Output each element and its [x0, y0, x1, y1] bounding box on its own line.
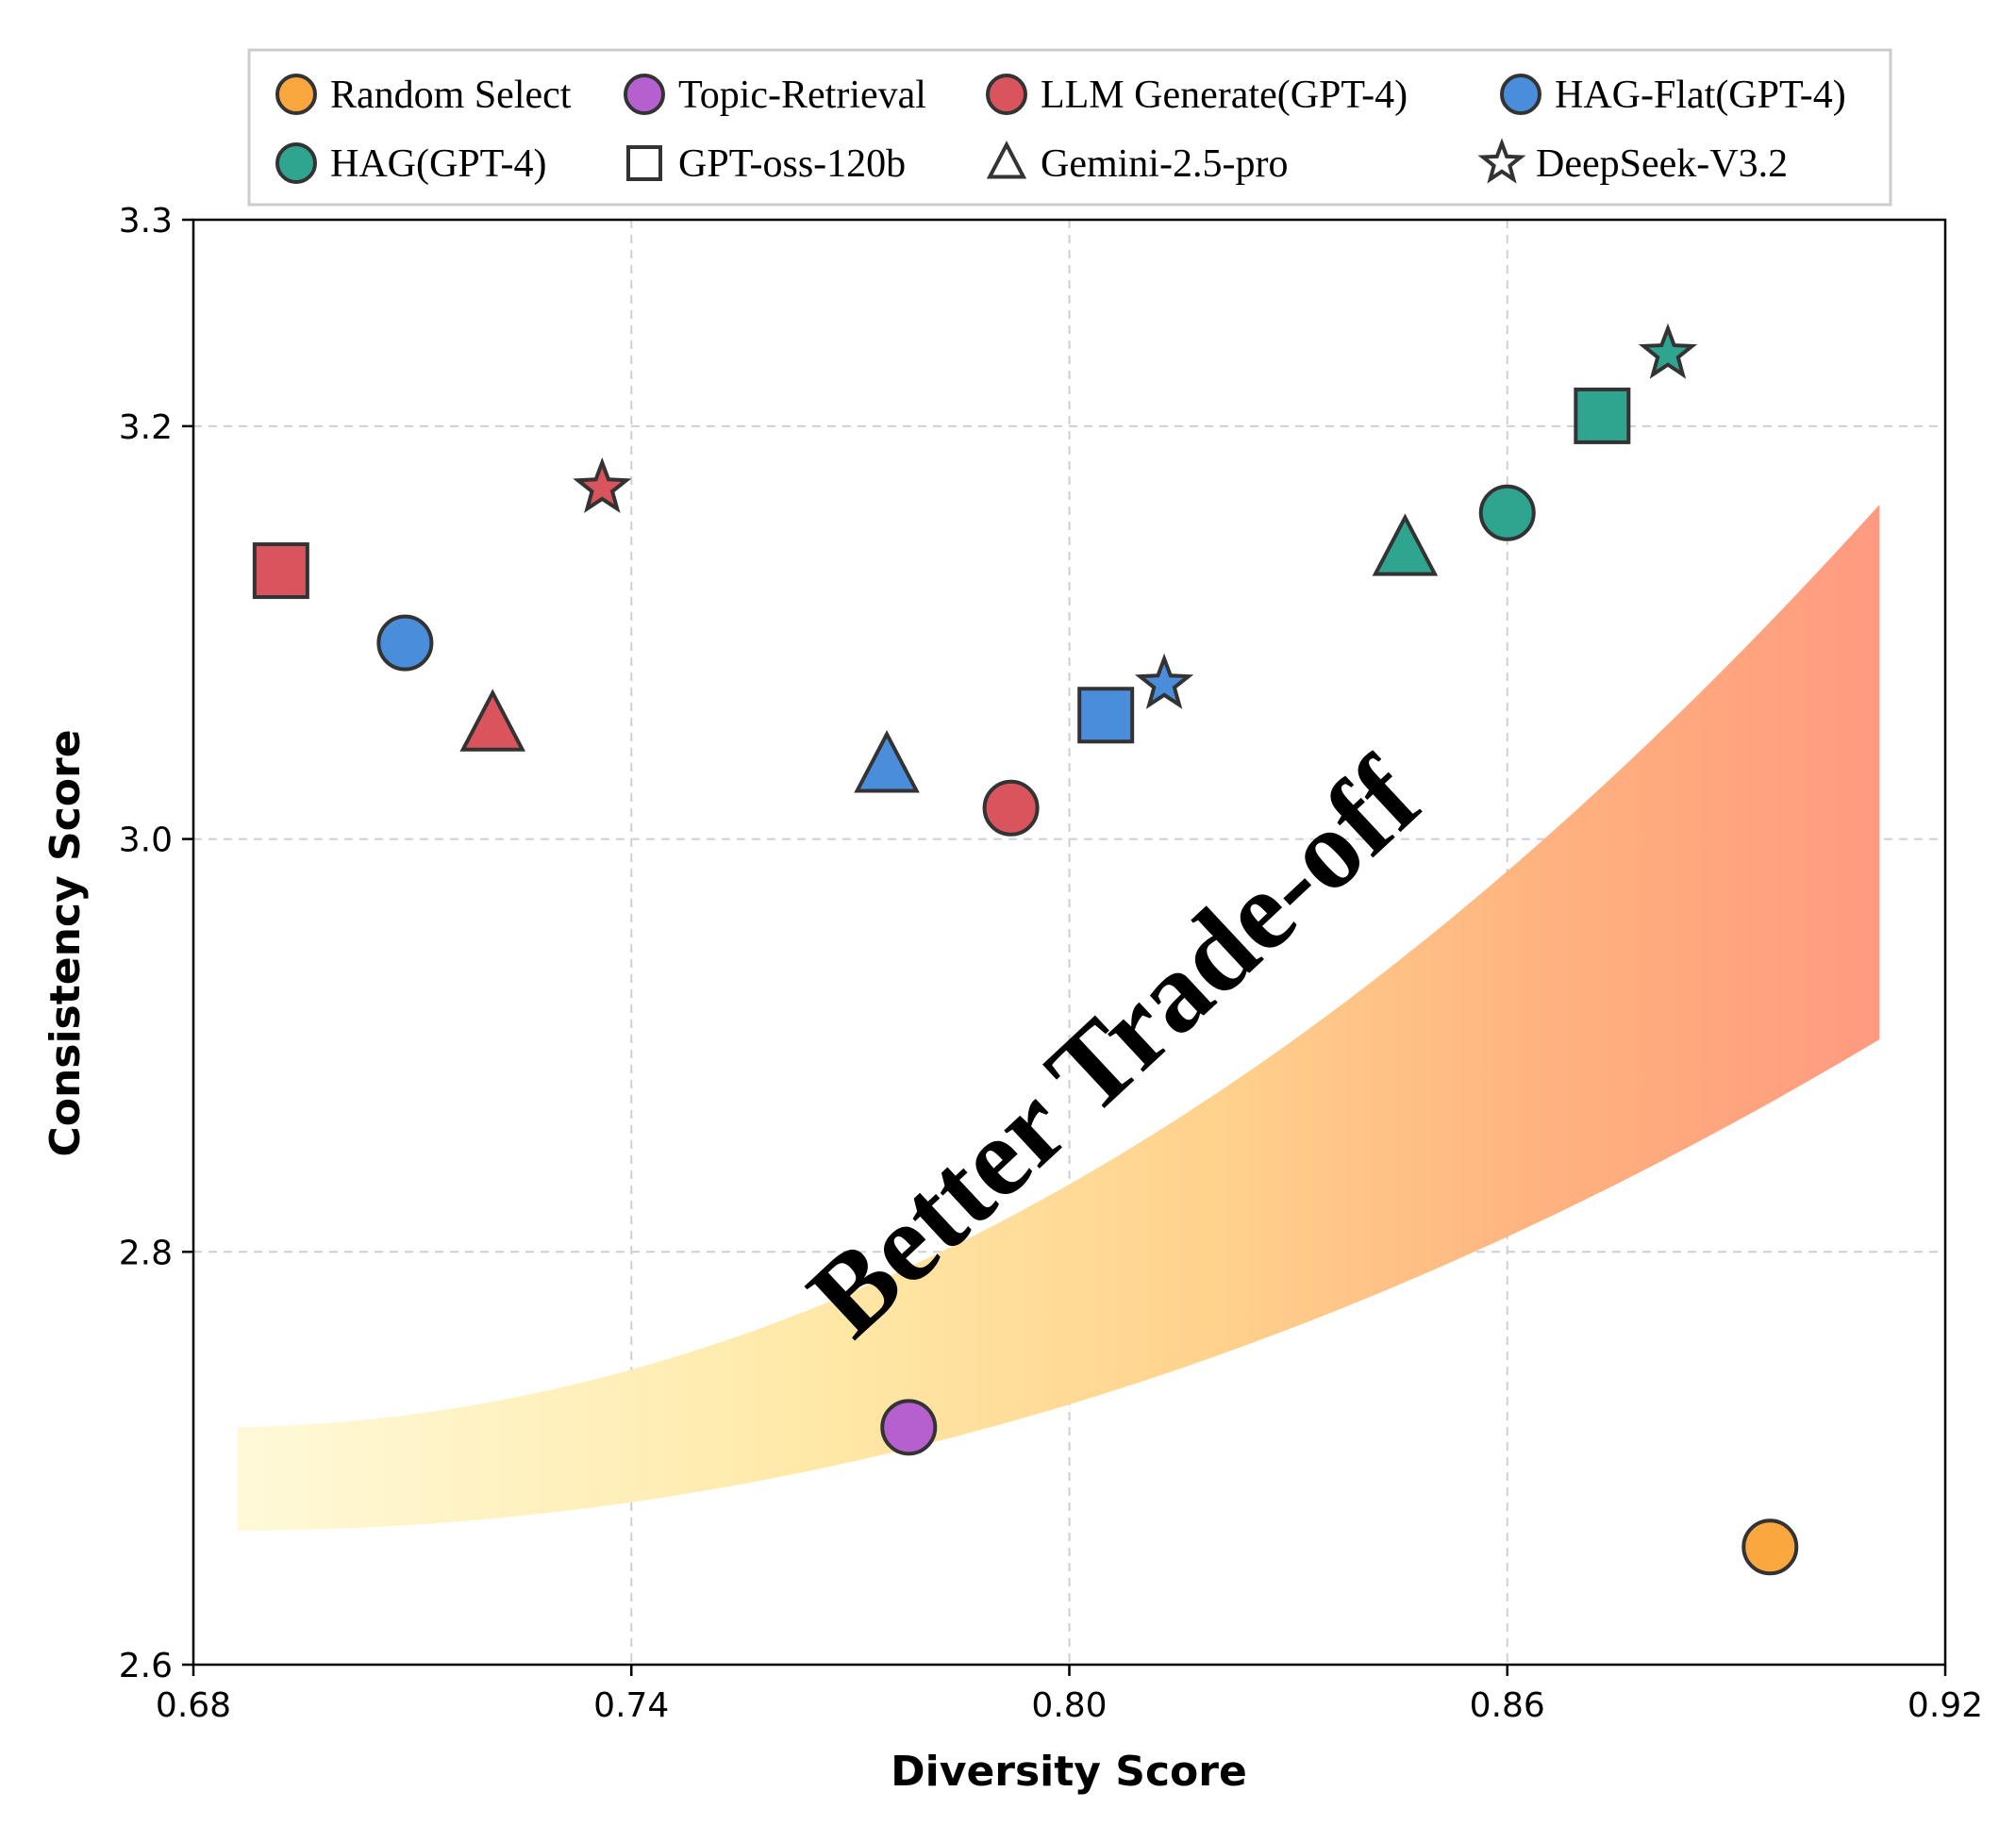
better-tradeoff-band: [237, 504, 1880, 1531]
x-tick-label: 0.74: [593, 1686, 669, 1725]
y-tick-label: 2.8: [119, 1234, 173, 1272]
point-hag-flat-gpt-4-circle: [376, 614, 434, 672]
point-hag-gpt-4-triangle: [1372, 513, 1439, 576]
legend-marker-0: [275, 74, 317, 115]
y-tick-label: 3.2: [119, 408, 173, 447]
y-tick-label: 3.0: [119, 821, 173, 860]
point-hag-gpt-4-circle: [1478, 484, 1536, 541]
legend-marker-star: [1477, 138, 1526, 184]
point-random-select-circle: [1741, 1518, 1799, 1576]
point-llm-generate-gpt-4-circle: [982, 779, 1040, 837]
data-points: [252, 323, 1799, 1576]
point-llm-generate-gpt-4-square: [252, 542, 309, 600]
legend-marker-triangle: [986, 141, 1027, 179]
point-llm-generate-gpt-4-triangle: [459, 689, 526, 752]
point-topic-retrieval-circle: [880, 1399, 938, 1456]
legend: Random Select Topic-Retrieval LLM Generate…: [247, 48, 1892, 207]
point-llm-generate-gpt-4-star: [573, 456, 632, 514]
axis-ticks: 0.68 0.74 0.80 0.86 0.92 2.6 2.8 3.0 3.2 3.3: [119, 202, 1983, 1725]
x-tick-label: 0.86: [1470, 1686, 1545, 1725]
point-hag-flat-gpt-4-square: [1077, 687, 1135, 744]
legend-box: [247, 48, 1892, 207]
legend-label: Gemini-2.5-pro: [1041, 142, 1288, 186]
point-hag-gpt-4-square: [1574, 387, 1631, 444]
x-tick-label: 0.80: [1031, 1686, 1107, 1725]
point-hag-flat-gpt-4-star: [1134, 653, 1194, 709]
x-tick-label: 0.92: [1908, 1686, 1983, 1725]
legend-marker-3: [1500, 74, 1541, 115]
legend-label: HAG(GPT-4): [330, 142, 546, 186]
legend-label: DeepSeek-V3.2: [1536, 142, 1788, 186]
legend-label: Random Select: [330, 74, 572, 117]
legend-marker-hag: [275, 142, 317, 184]
legend-label: LLM Generate(GPT-4): [1041, 74, 1408, 117]
legend-label: HAG-Flat(GPT-4): [1555, 74, 1846, 117]
y-axis-title: Consistency Score: [42, 729, 90, 1156]
point-hag-flat-gpt-4-triangle: [854, 730, 920, 793]
legend-label: GPT-oss-120b: [678, 142, 906, 186]
x-tick-label: 0.68: [156, 1686, 231, 1725]
point-hag-gpt-4-star: [1638, 323, 1698, 379]
y-tick-label: 2.6: [119, 1647, 173, 1685]
legend-marker-2: [986, 74, 1027, 115]
legend-marker-square: [626, 145, 662, 181]
legend-label: Topic-Retrieval: [678, 74, 926, 117]
x-axis-title: Diversity Score: [891, 1748, 1247, 1796]
legend-marker-1: [624, 74, 665, 115]
y-tick-label: 3.3: [119, 202, 173, 241]
